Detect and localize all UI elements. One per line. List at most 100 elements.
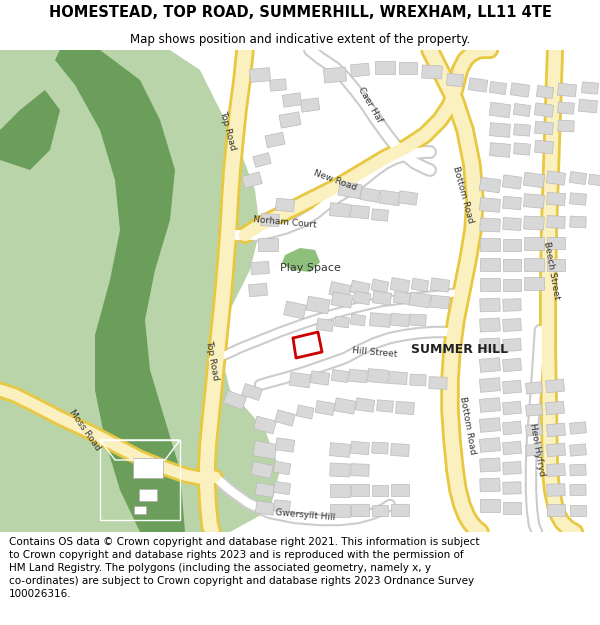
Bar	[524, 278, 544, 291]
Bar	[279, 112, 301, 128]
Bar	[273, 461, 291, 475]
Bar	[350, 314, 365, 326]
Bar	[479, 318, 500, 332]
Bar	[479, 357, 500, 372]
Bar	[503, 441, 521, 455]
Bar	[275, 198, 295, 212]
Bar	[547, 504, 565, 516]
Bar	[581, 82, 598, 94]
Text: Contains OS data © Crown copyright and database right 2021. This information is : Contains OS data © Crown copyright and d…	[9, 537, 479, 599]
Bar	[338, 181, 362, 199]
Bar	[269, 79, 286, 91]
Bar	[350, 63, 370, 77]
Bar	[391, 313, 409, 327]
Bar	[306, 296, 330, 314]
Bar	[547, 216, 565, 229]
Bar	[503, 217, 521, 231]
Bar	[479, 198, 500, 212]
Bar	[526, 382, 542, 394]
Bar	[569, 193, 586, 205]
Bar	[410, 374, 426, 386]
Text: Play Space: Play Space	[280, 263, 340, 273]
Bar	[350, 280, 370, 296]
Bar	[134, 506, 146, 514]
Text: New Road: New Road	[312, 168, 358, 192]
Bar	[351, 504, 369, 516]
Bar	[329, 202, 350, 217]
Bar	[503, 239, 521, 251]
Bar	[430, 278, 450, 292]
Bar	[350, 441, 370, 455]
Bar	[578, 99, 598, 112]
Bar	[379, 190, 401, 206]
Bar	[372, 504, 388, 516]
Bar	[547, 423, 565, 437]
Bar	[372, 442, 388, 454]
Bar	[546, 171, 566, 185]
Bar	[557, 83, 577, 97]
Bar	[223, 391, 247, 409]
Bar	[351, 464, 369, 476]
Bar	[446, 73, 463, 87]
Bar	[569, 444, 586, 456]
Bar	[254, 416, 277, 434]
Bar	[395, 401, 415, 414]
Bar	[315, 401, 335, 416]
Bar	[480, 499, 500, 511]
Bar	[429, 377, 447, 389]
Bar	[330, 484, 350, 496]
Bar	[524, 238, 544, 251]
Bar	[526, 444, 542, 456]
Text: Hill Street: Hill Street	[352, 346, 398, 359]
Bar	[390, 278, 410, 292]
Text: Heol Hyfryd: Heol Hyfryd	[528, 423, 546, 477]
Polygon shape	[55, 50, 185, 532]
Bar	[570, 464, 586, 476]
Bar	[329, 463, 350, 477]
Text: Beech Street: Beech Street	[542, 240, 562, 300]
Bar	[534, 102, 554, 118]
Bar	[523, 194, 545, 208]
Bar	[284, 301, 306, 319]
Bar	[503, 421, 521, 435]
Bar	[547, 192, 565, 206]
Text: Map shows position and indicative extent of the property.: Map shows position and indicative extent…	[130, 32, 470, 46]
Bar	[398, 191, 418, 205]
Bar	[480, 279, 500, 291]
Bar	[569, 171, 587, 184]
Text: HOMESTEAD, TOP ROAD, SUMMERHILL, WREXHAM, LL11 4TE: HOMESTEAD, TOP ROAD, SUMMERHILL, WREXHAM…	[49, 5, 551, 20]
Text: Caer Haf: Caer Haf	[356, 86, 384, 124]
Text: Gwersyllt Hill: Gwersyllt Hill	[275, 508, 335, 522]
Bar	[503, 259, 521, 271]
Bar	[490, 81, 506, 94]
Bar	[545, 379, 565, 392]
Bar	[547, 443, 565, 457]
Bar	[334, 398, 356, 414]
Bar	[296, 405, 314, 419]
Bar	[409, 292, 431, 308]
Bar	[410, 314, 426, 326]
Bar	[372, 291, 392, 305]
Bar	[355, 398, 375, 412]
Bar	[316, 319, 334, 331]
Bar	[329, 282, 351, 298]
Bar	[351, 484, 369, 496]
Bar	[394, 291, 410, 304]
Bar	[503, 319, 521, 331]
Bar	[282, 92, 302, 108]
Bar	[503, 401, 521, 415]
Bar	[289, 372, 311, 388]
Polygon shape	[282, 248, 320, 272]
Bar	[367, 369, 389, 383]
Bar	[375, 61, 395, 74]
Bar	[503, 358, 521, 372]
Bar	[353, 291, 371, 305]
Bar	[479, 378, 500, 392]
Bar	[479, 338, 500, 352]
Bar	[524, 259, 544, 271]
Text: Bottom Road: Bottom Road	[458, 396, 478, 454]
Bar	[547, 237, 565, 249]
Bar	[248, 283, 268, 297]
Bar	[391, 484, 409, 496]
Bar	[391, 504, 409, 516]
